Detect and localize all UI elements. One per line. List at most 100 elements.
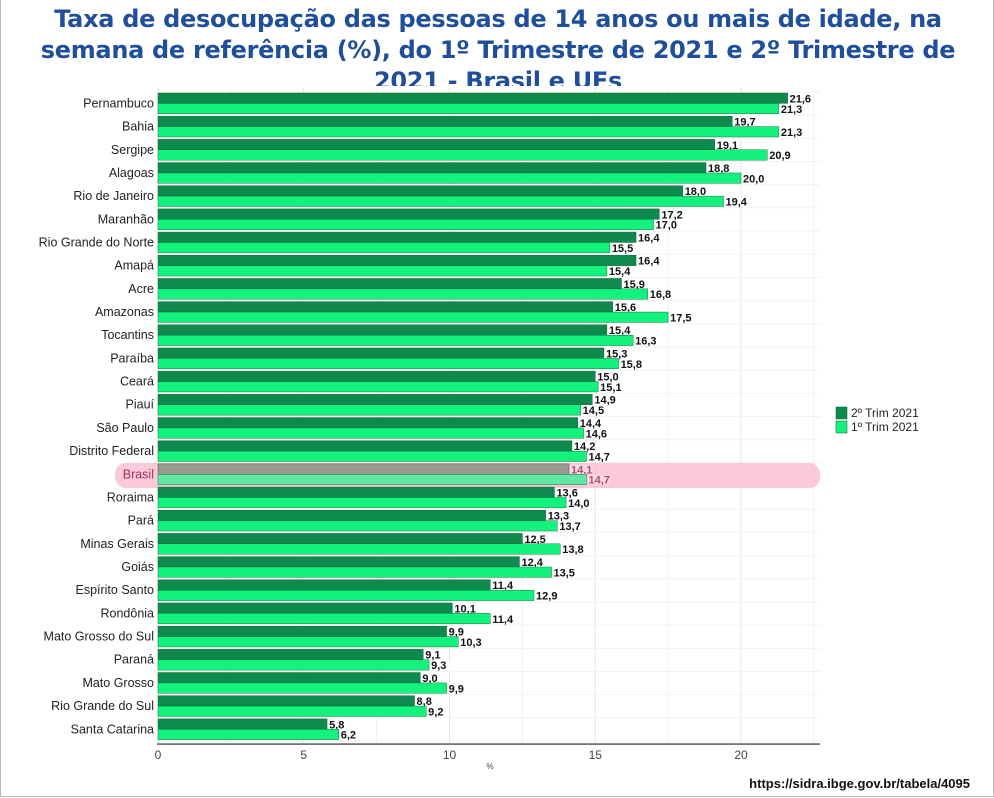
data-label-bg bbox=[637, 256, 660, 266]
data-label: 9,0 bbox=[422, 673, 437, 685]
bar-2trim bbox=[157, 162, 707, 174]
data-label: 10,1 bbox=[454, 603, 475, 615]
data-label-bg bbox=[552, 568, 575, 578]
data-label: 14,0 bbox=[568, 498, 589, 510]
data-label-bg bbox=[339, 730, 362, 740]
category-label: São Paulo bbox=[96, 421, 154, 435]
data-label: 15,8 bbox=[621, 359, 642, 371]
data-label: 15,5 bbox=[612, 243, 633, 255]
data-label-bg bbox=[581, 405, 604, 416]
data-label-bg bbox=[634, 336, 657, 346]
bar-1trim bbox=[157, 381, 599, 393]
data-label: 20,0 bbox=[743, 173, 764, 185]
data-label-bg bbox=[447, 627, 470, 637]
bar-2trim bbox=[157, 208, 660, 220]
category-label: Espírito Santo bbox=[75, 583, 154, 597]
category-label: Rio de Janeiro bbox=[73, 189, 154, 203]
data-label-bg bbox=[491, 580, 514, 591]
bar-1trim bbox=[157, 404, 581, 416]
bar-1trim bbox=[157, 311, 669, 323]
data-label: 17,2 bbox=[661, 209, 682, 221]
bar-1trim bbox=[157, 265, 608, 277]
bar-2trim bbox=[157, 139, 715, 150]
data-label: 9,3 bbox=[431, 660, 446, 672]
data-label-bg bbox=[415, 696, 438, 707]
data-label: 14,1 bbox=[571, 464, 592, 476]
category-label: Mato Grosso bbox=[82, 676, 154, 690]
bar-1trim bbox=[157, 474, 587, 485]
data-label-bg bbox=[520, 557, 543, 567]
bar-1trim bbox=[157, 149, 768, 161]
data-label-bg bbox=[578, 418, 601, 428]
data-label-bg bbox=[587, 475, 610, 485]
data-label-bg bbox=[724, 197, 747, 207]
data-label-bg bbox=[421, 673, 444, 683]
data-label: 20,9 bbox=[769, 150, 790, 162]
data-label-bg bbox=[555, 488, 578, 498]
data-label-bg bbox=[768, 150, 791, 161]
data-label-bg bbox=[607, 266, 630, 277]
bar-2trim bbox=[157, 301, 613, 313]
data-label-bg bbox=[567, 498, 590, 508]
data-label-bg bbox=[660, 209, 683, 220]
data-label-bg bbox=[610, 243, 633, 253]
bar-1trim bbox=[157, 242, 611, 254]
category-label: Ceará bbox=[120, 375, 154, 389]
data-label: 9,9 bbox=[449, 683, 464, 695]
data-label: 14,6 bbox=[586, 428, 607, 440]
category-label: Alagoas bbox=[109, 166, 154, 180]
data-label: 21,6 bbox=[790, 93, 811, 105]
data-label-bg bbox=[622, 279, 645, 289]
data-label-bg bbox=[637, 233, 660, 243]
data-label-bg bbox=[546, 511, 569, 521]
data-label: 13,5 bbox=[554, 567, 575, 579]
data-label: 14,4 bbox=[580, 418, 602, 430]
category-label: Minas Gerais bbox=[80, 537, 154, 551]
data-label: 21,3 bbox=[781, 104, 802, 116]
category-label: Sergipe bbox=[111, 143, 154, 157]
source-link[interactable]: https://sidra.ibge.gov.br/tabela/4095 bbox=[749, 776, 970, 791]
data-label: 6,2 bbox=[341, 730, 356, 742]
bar-1trim bbox=[157, 427, 584, 439]
data-label: 11,4 bbox=[492, 580, 514, 592]
data-label-bg bbox=[558, 521, 581, 532]
data-label: 5,8 bbox=[329, 719, 344, 731]
data-label: 14,7 bbox=[589, 475, 610, 487]
category-label: Paraíba bbox=[110, 351, 154, 365]
bar-2trim bbox=[157, 625, 447, 637]
bar-1trim bbox=[157, 636, 459, 648]
category-label: Pará bbox=[128, 514, 154, 528]
category-label: Santa Catarina bbox=[71, 722, 154, 736]
data-label-bg bbox=[683, 186, 706, 197]
data-label: 15,3 bbox=[606, 348, 627, 360]
bar-2trim bbox=[157, 510, 546, 521]
category-label: Bahia bbox=[122, 120, 154, 134]
category-label: Pernambuco bbox=[83, 96, 154, 110]
data-label-bg bbox=[707, 163, 730, 173]
bar-1trim bbox=[157, 358, 619, 369]
bar-2trim bbox=[157, 92, 788, 104]
bar-2trim bbox=[157, 370, 596, 382]
category-label: Brasil bbox=[123, 467, 154, 481]
data-label-bg bbox=[584, 428, 607, 439]
category-label: Goiás bbox=[121, 560, 154, 574]
chart-title: Taxa de desocupação das pessoas de 14 an… bbox=[40, 5, 956, 95]
legend-label: 2º Trim 2021 bbox=[851, 406, 919, 420]
data-label: 14,7 bbox=[589, 452, 610, 464]
data-label: 15,0 bbox=[597, 372, 618, 384]
data-label-bg bbox=[619, 359, 642, 369]
data-label: 21,3 bbox=[781, 127, 802, 139]
data-label: 12,4 bbox=[521, 557, 543, 569]
data-label-bg bbox=[491, 614, 514, 624]
data-label: 13,7 bbox=[559, 521, 580, 533]
data-label: 15,9 bbox=[623, 279, 644, 291]
data-label: 19,7 bbox=[734, 117, 755, 129]
category-label: Tocantins bbox=[101, 328, 154, 342]
bar-2trim bbox=[157, 278, 622, 290]
data-label-bg bbox=[779, 127, 802, 137]
data-label-bg bbox=[328, 719, 351, 730]
data-label: 14,5 bbox=[583, 405, 604, 417]
bar-1trim bbox=[157, 729, 339, 740]
data-label-bg bbox=[604, 348, 627, 359]
